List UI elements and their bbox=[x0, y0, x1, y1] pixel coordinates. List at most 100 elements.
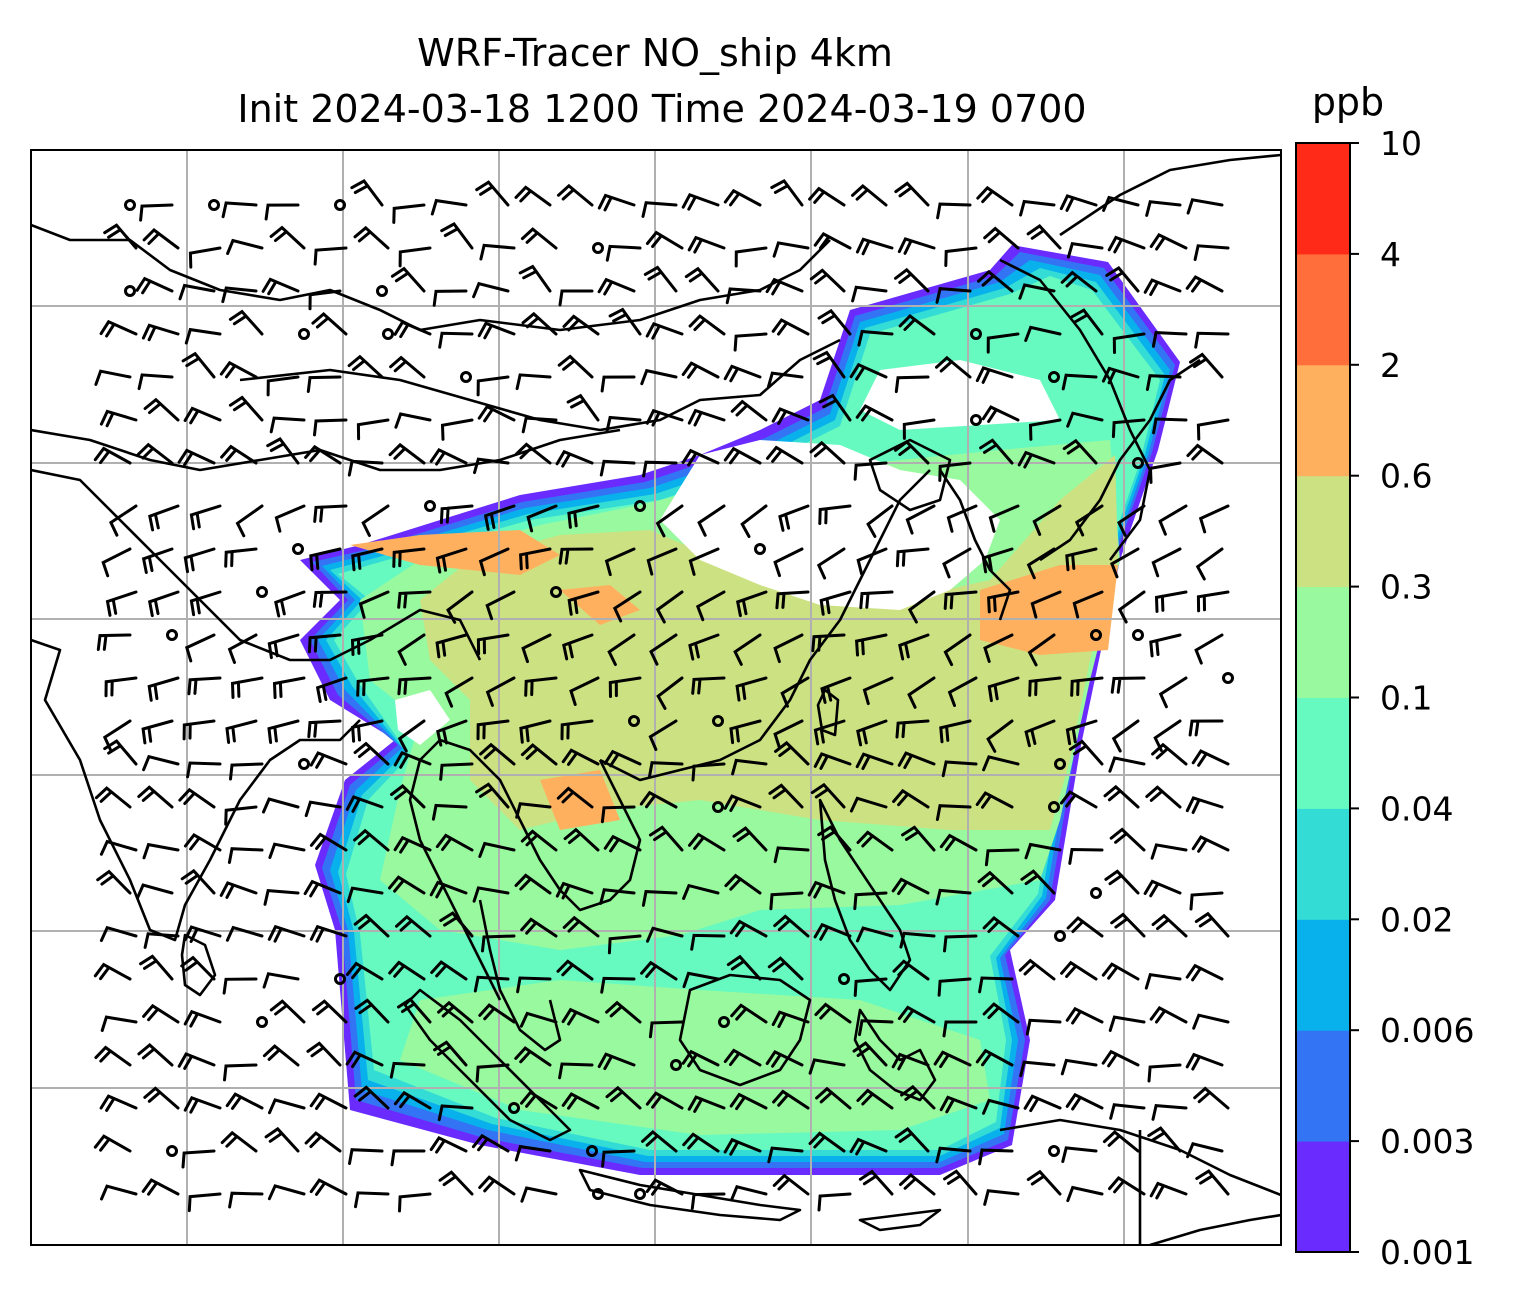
wind-barb bbox=[780, 676, 810, 708]
wind-barb bbox=[358, 590, 390, 619]
wind-barb bbox=[1060, 1058, 1098, 1076]
wind-barb bbox=[309, 832, 348, 852]
wind-barb-calm bbox=[838, 973, 850, 985]
wind-barb bbox=[1151, 547, 1182, 578]
wind-barb bbox=[640, 960, 678, 981]
wind-barb bbox=[813, 719, 846, 746]
wind-barb bbox=[982, 1002, 1020, 1024]
wind-barb bbox=[729, 719, 762, 745]
wind-barb bbox=[1152, 417, 1188, 435]
wind-barb bbox=[481, 934, 516, 953]
wind-barb bbox=[599, 888, 636, 905]
wind-barb bbox=[471, 1133, 510, 1153]
wind-barb bbox=[177, 1052, 216, 1070]
wind-barb bbox=[361, 504, 390, 537]
wind-barb bbox=[897, 1005, 936, 1024]
wind-barb bbox=[1147, 1063, 1182, 1083]
wind-barb bbox=[766, 445, 804, 465]
wind-barb bbox=[1017, 450, 1056, 469]
wind-barb bbox=[943, 633, 972, 667]
wind-barb bbox=[1066, 1185, 1104, 1203]
wind-barb bbox=[1158, 504, 1188, 536]
coastline-japan bbox=[1039, 358, 1201, 562]
wind-barb bbox=[684, 266, 720, 293]
wind-barb bbox=[894, 375, 930, 394]
wind-barb bbox=[345, 961, 384, 981]
colorbar-tick-label: 0.003 bbox=[1380, 1122, 1474, 1161]
wind-barb bbox=[347, 459, 384, 477]
wind-barb bbox=[348, 1148, 384, 1165]
wind-barb bbox=[1026, 547, 1056, 580]
wind-barb bbox=[309, 1178, 348, 1196]
wind-barb bbox=[1059, 790, 1098, 809]
wind-barb bbox=[105, 590, 138, 617]
wind-barb bbox=[180, 955, 216, 981]
wind-barb bbox=[1148, 461, 1182, 484]
wind-barb bbox=[93, 446, 132, 465]
wind-barb bbox=[476, 375, 510, 397]
wind-barb-calm bbox=[712, 715, 724, 727]
wind-barb-calm bbox=[1048, 801, 1060, 813]
wind-barb bbox=[219, 881, 258, 899]
coastline-australia-tip bbox=[1149, 1213, 1281, 1245]
wind-barb-calm bbox=[1090, 629, 1102, 641]
wind-barb bbox=[1145, 785, 1182, 809]
wind-barb bbox=[1066, 916, 1104, 938]
wind-barb-calm bbox=[970, 328, 982, 340]
wind-barb-calm bbox=[382, 328, 394, 340]
wind-barb bbox=[1026, 1169, 1062, 1196]
wind-barb bbox=[597, 277, 636, 296]
wind-barb bbox=[225, 925, 264, 942]
wind-barb bbox=[1112, 332, 1146, 354]
tracer-field-gap-north bbox=[660, 440, 1000, 610]
wind-barb bbox=[183, 833, 222, 852]
wind-barb bbox=[773, 719, 804, 749]
coastline-java bbox=[578, 1168, 802, 1222]
wind-barb bbox=[1191, 749, 1230, 767]
wind-barb bbox=[856, 830, 894, 852]
wind-barb bbox=[600, 976, 636, 994]
wind-barb bbox=[608, 676, 642, 698]
wind-barb bbox=[1060, 960, 1098, 981]
wind-barb bbox=[430, 198, 468, 216]
wind-barb-calm bbox=[124, 199, 136, 211]
wind-barb bbox=[681, 192, 720, 211]
wind-barb bbox=[815, 1086, 852, 1110]
wind-barb bbox=[978, 1148, 1014, 1166]
wind-barb bbox=[649, 825, 684, 852]
wind-barb bbox=[188, 246, 222, 269]
wind-barb bbox=[981, 547, 1014, 574]
wind-barb bbox=[681, 361, 720, 379]
wind-barb bbox=[1185, 275, 1224, 293]
wind-barb bbox=[479, 243, 516, 261]
wind-barb bbox=[136, 883, 174, 900]
wind-barb bbox=[141, 547, 174, 574]
wind-barb bbox=[356, 676, 390, 697]
wind-barb bbox=[1019, 199, 1056, 217]
wind-barb bbox=[946, 504, 978, 533]
wind-barb bbox=[479, 742, 516, 766]
tracer-field-band-7 bbox=[980, 565, 1118, 655]
wind-barb bbox=[223, 1063, 258, 1082]
wind-barb-calm bbox=[550, 586, 562, 598]
wind-barb bbox=[597, 193, 636, 212]
wind-barb bbox=[1109, 1103, 1146, 1120]
wind-barb bbox=[939, 833, 978, 852]
wind-barb bbox=[267, 924, 306, 943]
wind-barb bbox=[1189, 891, 1224, 911]
wind-barb bbox=[1194, 911, 1230, 938]
wind-barb bbox=[895, 547, 930, 568]
wind-barb bbox=[1059, 194, 1098, 212]
wind-barb bbox=[808, 1058, 846, 1075]
wind-barb-calm bbox=[376, 285, 388, 297]
coastline-far-east bbox=[1059, 153, 1281, 237]
wind-barb bbox=[853, 891, 888, 911]
wind-barb bbox=[389, 355, 426, 379]
wind-barb bbox=[1072, 590, 1104, 619]
wind-barb bbox=[306, 375, 342, 393]
wind-barb bbox=[809, 268, 846, 293]
wind-barb bbox=[137, 785, 174, 809]
wind-barb bbox=[569, 676, 600, 706]
wind-barb bbox=[687, 235, 726, 254]
wind-barb bbox=[735, 676, 768, 702]
